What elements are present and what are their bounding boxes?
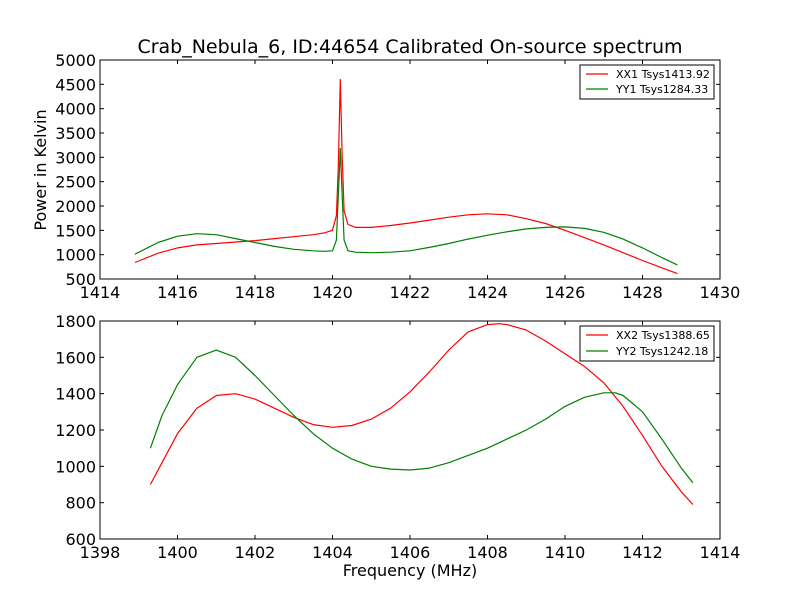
bottom-y-tick-label: 1400 <box>55 385 96 404</box>
top-x-tick-label: 1428 <box>622 283 663 302</box>
legend-label-yy2: YY2 Tsys1242.18 <box>615 345 708 358</box>
series-line-xx2 <box>149 323 694 505</box>
bottom-y-tick-label: 1600 <box>55 348 96 367</box>
bottom-x-tick-label: 1414 <box>700 543 741 562</box>
legend-label-xx2: XX2 Tsys1388.65 <box>616 329 710 342</box>
top-x-tick-label: 1424 <box>467 283 508 302</box>
bottom-y-tick-label: 600 <box>65 530 96 549</box>
bottom-y-tick-label: 1800 <box>55 312 96 331</box>
bottom-spectrum-panel: 1398 1400 1402 1404 1406 1408 1410 1412 1414 600 8… <box>55 312 740 580</box>
bottom-x-axis-label: Frequency (MHz) <box>343 561 477 580</box>
top-x-tick-label: 1414 <box>80 283 121 302</box>
bottom-x-tick-label: 1408 <box>467 543 508 562</box>
top-x-tick-label: 1426 <box>545 283 586 302</box>
top-y-tick-label: 1000 <box>55 246 96 265</box>
series-line-xx1 <box>134 78 678 275</box>
top-y-tick-label: 1500 <box>55 221 96 240</box>
figure-title: Crab_Nebula_6, ID:44654 Calibrated On-so… <box>137 36 682 58</box>
bottom-y-tick-label: 800 <box>65 494 96 513</box>
bottom-x-tick-label: 1400 <box>157 543 198 562</box>
top-legend: XX1 Tsys1413.92 YY1 Tsys1284.33 <box>579 64 715 100</box>
bottom-legend: XX2 Tsys1388.65 YY2 Tsys1242.18 <box>579 325 715 362</box>
bottom-x-tick-label: 1412 <box>622 543 663 562</box>
legend-label-yy1: YY1 Tsys1284.33 <box>615 83 708 96</box>
top-y-tick-label: 4000 <box>55 100 96 119</box>
top-series-lines <box>134 78 678 275</box>
top-x-tick-label: 1420 <box>312 283 353 302</box>
top-y-tick-label: 2500 <box>55 173 96 192</box>
top-y-tick-label: 500 <box>65 270 96 289</box>
top-y-tick-label: 3500 <box>55 124 96 143</box>
bottom-y-tick-label: 1200 <box>55 421 96 440</box>
top-tick-group: 1414 1416 1418 1420 1422 1424 1426 1428 1430 500 1… <box>55 51 740 302</box>
top-y-tick-label: 2000 <box>55 197 96 216</box>
bottom-legend-box <box>579 325 715 362</box>
series-line-yy1 <box>134 148 678 266</box>
bottom-x-tick-label: 1404 <box>312 543 353 562</box>
bottom-x-tick-label: 1402 <box>235 543 276 562</box>
bottom-x-tick-label: 1398 <box>80 543 121 562</box>
top-y-tick-label: 4500 <box>55 75 96 94</box>
top-x-tick-label: 1418 <box>235 283 276 302</box>
bottom-x-tick-label: 1410 <box>545 543 586 562</box>
top-y-axis-label: Power in Kelvin <box>31 109 50 230</box>
bottom-y-tick-label: 1000 <box>55 457 96 476</box>
top-spectrum-panel: 1414 1416 1418 1420 1422 1424 1426 1428 1430 500 1… <box>31 51 740 302</box>
legend-label-xx1: XX1 Tsys1413.92 <box>616 68 710 81</box>
top-y-tick-label: 3000 <box>55 148 96 167</box>
bottom-x-tick-label: 1406 <box>390 543 431 562</box>
bottom-tick-group: 1398 1400 1402 1404 1406 1408 1410 1412 1414 600 8… <box>55 312 740 562</box>
top-y-tick-label: 5000 <box>55 51 96 70</box>
series-line-yy2 <box>149 349 694 484</box>
top-x-tick-label: 1430 <box>700 283 741 302</box>
top-x-tick-label: 1422 <box>390 283 431 302</box>
top-legend-box <box>579 64 715 100</box>
bottom-series-lines <box>149 323 694 505</box>
top-x-tick-label: 1416 <box>157 283 198 302</box>
